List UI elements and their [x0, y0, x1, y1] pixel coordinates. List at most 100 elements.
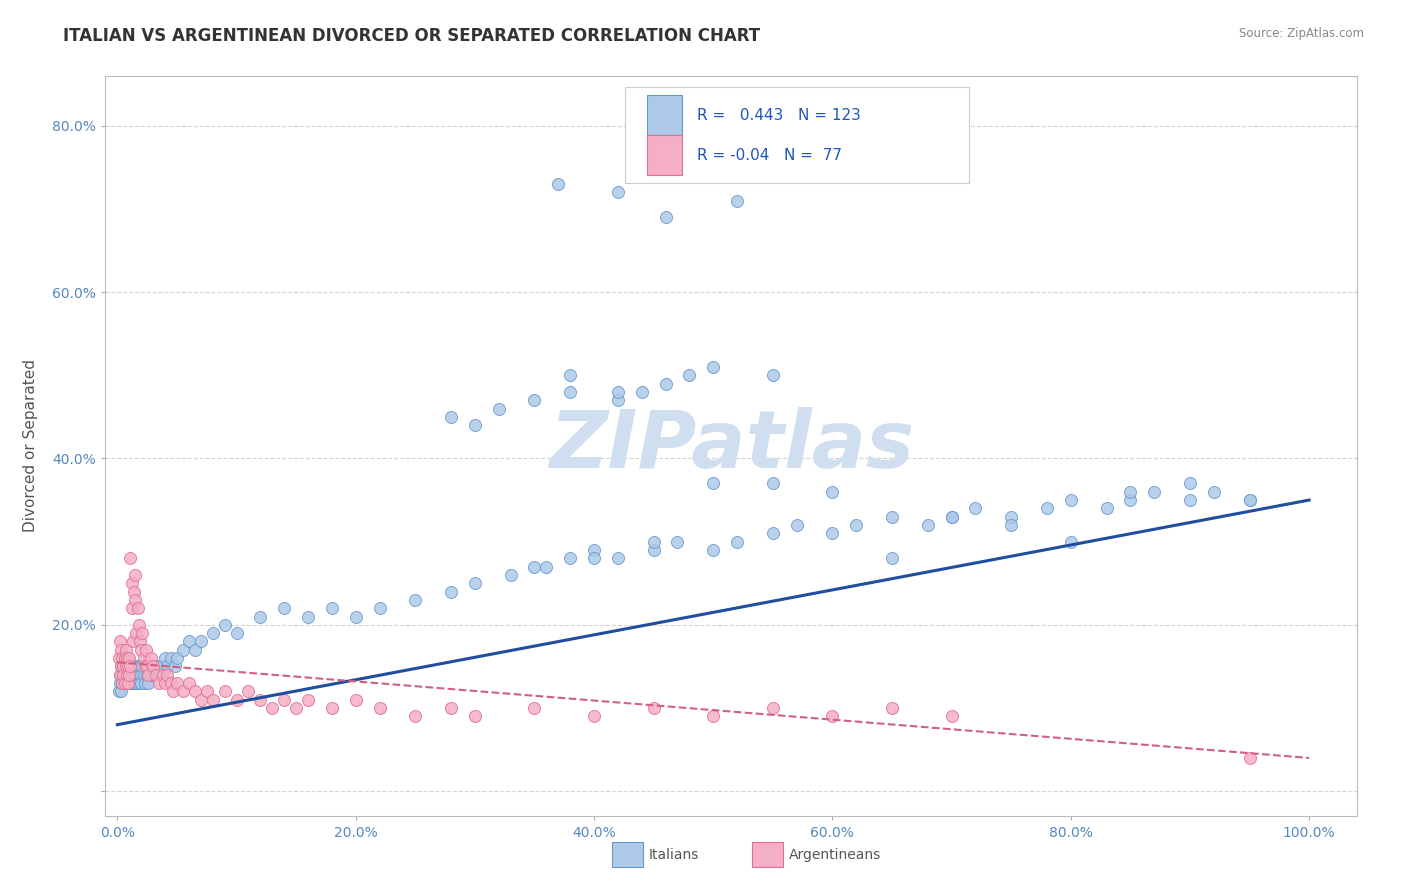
Point: [138, 676, 160, 690]
Point: [273, 692, 295, 706]
Point: [127, 659, 149, 673]
Point: [821, 709, 844, 723]
Point: [117, 667, 139, 681]
Point: [138, 659, 160, 673]
Point: [131, 626, 153, 640]
Point: [1000, 518, 1022, 533]
Point: [111, 676, 134, 690]
Point: [214, 618, 236, 632]
Point: [118, 676, 141, 690]
Point: [120, 659, 142, 673]
Point: [132, 667, 155, 681]
Point: [880, 509, 903, 524]
Point: [273, 601, 295, 615]
Point: [702, 476, 724, 491]
Point: [172, 642, 194, 657]
Point: [108, 667, 131, 681]
Point: [115, 659, 138, 673]
Point: [725, 194, 748, 208]
Point: [238, 684, 260, 698]
FancyBboxPatch shape: [624, 87, 969, 183]
Point: [136, 659, 159, 673]
Point: [112, 659, 135, 673]
Point: [880, 701, 903, 715]
Point: [297, 692, 319, 706]
Point: [115, 667, 138, 681]
Point: [135, 659, 157, 673]
Text: R =   0.443   N = 123: R = 0.443 N = 123: [697, 108, 862, 122]
Point: [122, 584, 145, 599]
Point: [166, 651, 188, 665]
Point: [114, 676, 136, 690]
Point: [404, 593, 426, 607]
Point: [225, 692, 247, 706]
Point: [143, 667, 166, 681]
Point: [941, 509, 963, 524]
Point: [122, 659, 145, 673]
Point: [153, 651, 176, 665]
Point: [163, 659, 186, 673]
Point: [117, 659, 139, 673]
Point: [117, 676, 139, 690]
Point: [702, 543, 724, 558]
Point: [120, 659, 142, 673]
Point: [583, 709, 606, 723]
Point: [142, 659, 165, 673]
Point: [121, 659, 143, 673]
Point: [630, 384, 652, 399]
Point: [184, 642, 207, 657]
Point: [190, 692, 212, 706]
Point: [1202, 484, 1225, 499]
Point: [1036, 501, 1059, 516]
Point: [1239, 751, 1261, 765]
Point: [120, 667, 142, 681]
Text: ITALIAN VS ARGENTINEAN DIVORCED OR SEPARATED CORRELATION CHART: ITALIAN VS ARGENTINEAN DIVORCED OR SEPAR…: [63, 27, 761, 45]
Point: [1143, 484, 1166, 499]
Point: [523, 393, 546, 408]
Point: [112, 676, 135, 690]
Point: [156, 659, 179, 673]
Point: [225, 626, 247, 640]
Point: [124, 593, 146, 607]
Point: [941, 509, 963, 524]
Point: [121, 634, 143, 648]
Point: [110, 659, 132, 673]
Point: [762, 701, 785, 715]
Point: [118, 667, 141, 681]
Point: [1000, 509, 1022, 524]
Point: [606, 384, 628, 399]
Point: [666, 534, 689, 549]
Point: [201, 626, 224, 640]
Point: [177, 676, 200, 690]
Point: [139, 667, 162, 681]
Point: [131, 659, 153, 673]
Point: [125, 667, 148, 681]
Point: [111, 667, 134, 681]
Point: [108, 676, 131, 690]
Point: [404, 709, 426, 723]
Point: [121, 576, 143, 591]
Point: [114, 659, 136, 673]
Text: Argentineans: Argentineans: [789, 848, 882, 863]
Point: [786, 518, 808, 533]
Point: [166, 676, 188, 690]
Point: [156, 667, 179, 681]
Point: [145, 667, 167, 681]
Point: [190, 634, 212, 648]
Point: [108, 667, 131, 681]
Point: [112, 659, 135, 673]
Point: [344, 692, 367, 706]
Point: [115, 651, 138, 665]
Point: [654, 376, 676, 391]
Point: [880, 551, 903, 566]
Point: [762, 368, 785, 383]
Point: [464, 709, 486, 723]
Point: [129, 667, 152, 681]
Point: [124, 676, 146, 690]
Point: [321, 701, 343, 715]
Point: [583, 543, 606, 558]
Point: [108, 634, 131, 648]
Point: [845, 518, 868, 533]
FancyBboxPatch shape: [647, 135, 682, 176]
Point: [121, 676, 143, 690]
